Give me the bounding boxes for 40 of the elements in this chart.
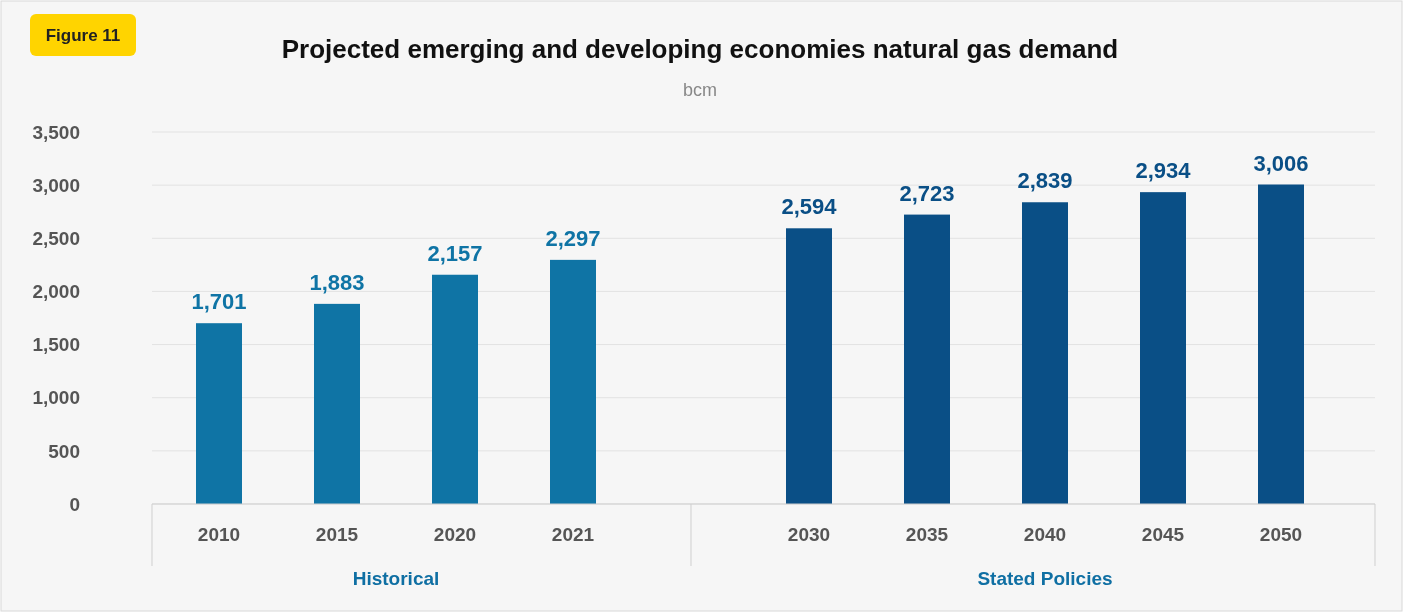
x-tick-label: 2010: [197, 523, 241, 545]
data-label: 3,006: [1253, 150, 1309, 176]
bar: [1022, 202, 1068, 504]
x-tick-label: 2020: [433, 523, 477, 545]
y-tick-label: 1,000: [32, 387, 80, 409]
data-label: 1,701: [191, 289, 247, 315]
data-label: 2,723: [899, 180, 955, 206]
data-label: 2,297: [545, 225, 601, 251]
caption: Figure 11: [45, 26, 121, 45]
data-label: 1,883: [309, 269, 365, 295]
bar: [1258, 184, 1304, 504]
y-tick-label: 1,500: [32, 334, 80, 356]
y-tick-label: 3,000: [32, 174, 80, 196]
y-tick-label: 3,500: [32, 121, 80, 143]
bar: [314, 303, 360, 504]
x-tick-label: 2040: [1023, 523, 1067, 545]
bar: [432, 274, 478, 504]
data-label: 2,594: [781, 194, 838, 220]
bar: [786, 228, 832, 504]
chart-title: Projected emerging and developing economies natural gas demand: [281, 34, 1119, 64]
data-label: 2,157: [427, 240, 483, 266]
text: Stated Policies: [977, 567, 1113, 589]
bar: [904, 214, 950, 504]
x-tick-label: 2030: [787, 523, 831, 545]
bar: [550, 259, 596, 504]
y-tick-label: 500: [48, 440, 80, 462]
y-tick-label: 0: [69, 493, 80, 515]
bar: [196, 323, 242, 504]
y-tick-label: 2,500: [32, 227, 80, 249]
x-tick-label: 2015: [315, 523, 359, 545]
data-label: 2,934: [1135, 158, 1192, 184]
chart-subtitle: bcm: [682, 80, 718, 100]
x-tick-label: 2021: [551, 523, 595, 545]
text: Historical: [352, 567, 440, 589]
x-tick-label: 2050: [1259, 523, 1303, 545]
y-tick-label: 2,000: [32, 281, 80, 303]
x-tick-label: 2035: [905, 523, 949, 545]
bar: [1140, 192, 1186, 504]
x-tick-label: 2045: [1141, 523, 1185, 545]
data-label: 2,839: [1017, 168, 1073, 194]
